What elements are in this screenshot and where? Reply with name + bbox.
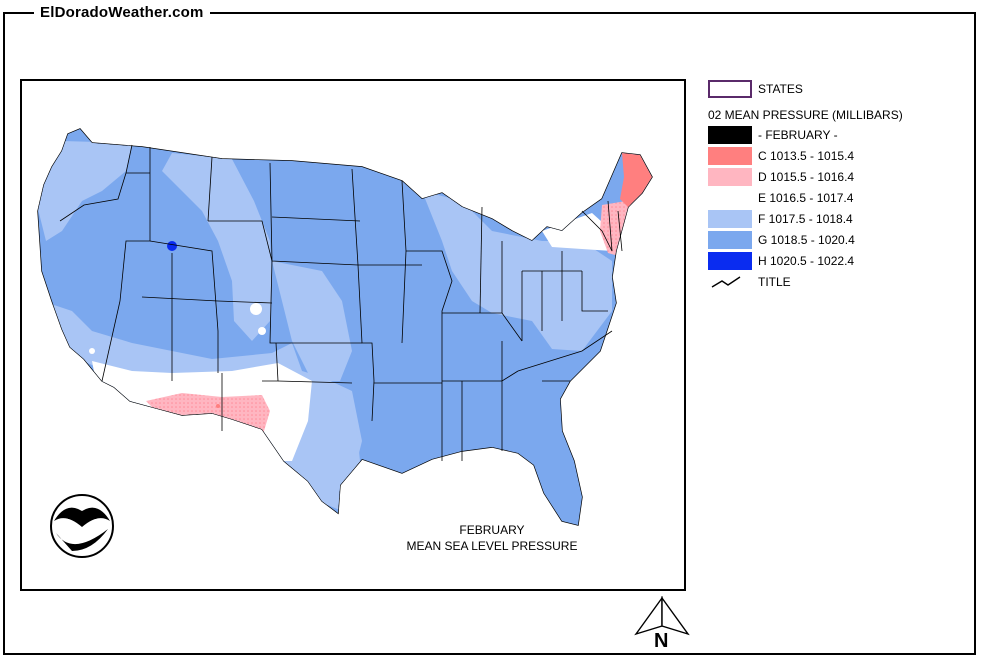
states-swatch: [708, 80, 752, 98]
legend-row-e: E 1016.5 - 1017.4: [708, 189, 978, 209]
title-line-icon: [711, 276, 741, 288]
zone-e-colorado-dot: [250, 303, 262, 315]
zone-c-maine: [620, 153, 652, 207]
state-borders: [59, 144, 623, 461]
noaa-logo: [50, 494, 114, 558]
legend-label-february: - FEBRUARY -: [758, 128, 838, 142]
legend-swatch-g: [708, 231, 752, 249]
us-pressure-map: [37, 128, 653, 558]
legend-row-c: C 1013.5 - 1015.4: [708, 147, 978, 167]
zone-e-northeast: [542, 213, 612, 251]
legend-swatch-h: [708, 252, 752, 270]
legend-swatch-f: [708, 210, 752, 228]
zone-c-dot-2: [216, 404, 220, 408]
north-arrow-icon: [634, 596, 690, 636]
legend-label-f: F 1017.5 - 1018.4: [758, 212, 853, 226]
legend-heading: 02 MEAN PRESSURE (MILLIBARS): [708, 108, 903, 122]
zone-c-dot-1: [170, 413, 174, 417]
caption-month: FEBRUARY: [459, 523, 525, 537]
site-title: ElDoradoWeather.com: [34, 4, 210, 21]
zone-d-southwest: [146, 393, 270, 451]
zone-e-nevada-dot: [89, 348, 95, 354]
zone-h-idaho: [167, 241, 177, 251]
map-caption: FEBRUARY MEAN SEA LEVEL PRESSURE: [382, 522, 602, 554]
legend-label-h: H 1020.5 - 1022.4: [758, 254, 855, 268]
legend-row-d: D 1015.5 - 1016.4: [708, 168, 978, 188]
legend-label-states: STATES: [758, 82, 803, 96]
legend-swatch-e: [708, 189, 752, 207]
map-panel: NOAA FEBRUARY MEAN SEA LEVEL PRESSURE: [20, 79, 686, 591]
legend-row-title: TITLE: [708, 273, 978, 293]
north-letter: N: [654, 630, 669, 652]
caption-subject: MEAN SEA LEVEL PRESSURE: [406, 539, 578, 553]
noaa-logo-text: NOAA: [67, 511, 97, 522]
legend-row-states: STATES: [708, 80, 978, 100]
legend-swatch-february: [708, 126, 752, 144]
zone-f-pacific-nw: [38, 141, 132, 241]
legend-row-february: - FEBRUARY -: [708, 126, 978, 146]
legend-swatch-c: [708, 147, 752, 165]
legend-label-g: G 1018.5 - 1020.4: [758, 233, 855, 247]
zone-f-montana: [162, 153, 272, 341]
legend-row-f: F 1017.5 - 1018.4: [708, 210, 978, 230]
zone-f-great-lakes: [422, 191, 612, 351]
zone-f-high-plains: [272, 261, 352, 381]
legend-label-d: D 1015.5 - 1016.4: [758, 170, 855, 184]
legend-row-g: G 1018.5 - 1020.4: [708, 231, 978, 251]
legend-label-e: E 1016.5 - 1017.4: [758, 191, 854, 205]
legend-label-title: TITLE: [758, 275, 791, 289]
zone-e-utah-dot: [258, 327, 266, 335]
page-frame: [3, 12, 976, 655]
legend-row-h: H 1020.5 - 1022.4: [708, 252, 978, 272]
legend-label-c: C 1013.5 - 1015.4: [758, 149, 855, 163]
legend-swatch-d: [708, 168, 752, 186]
